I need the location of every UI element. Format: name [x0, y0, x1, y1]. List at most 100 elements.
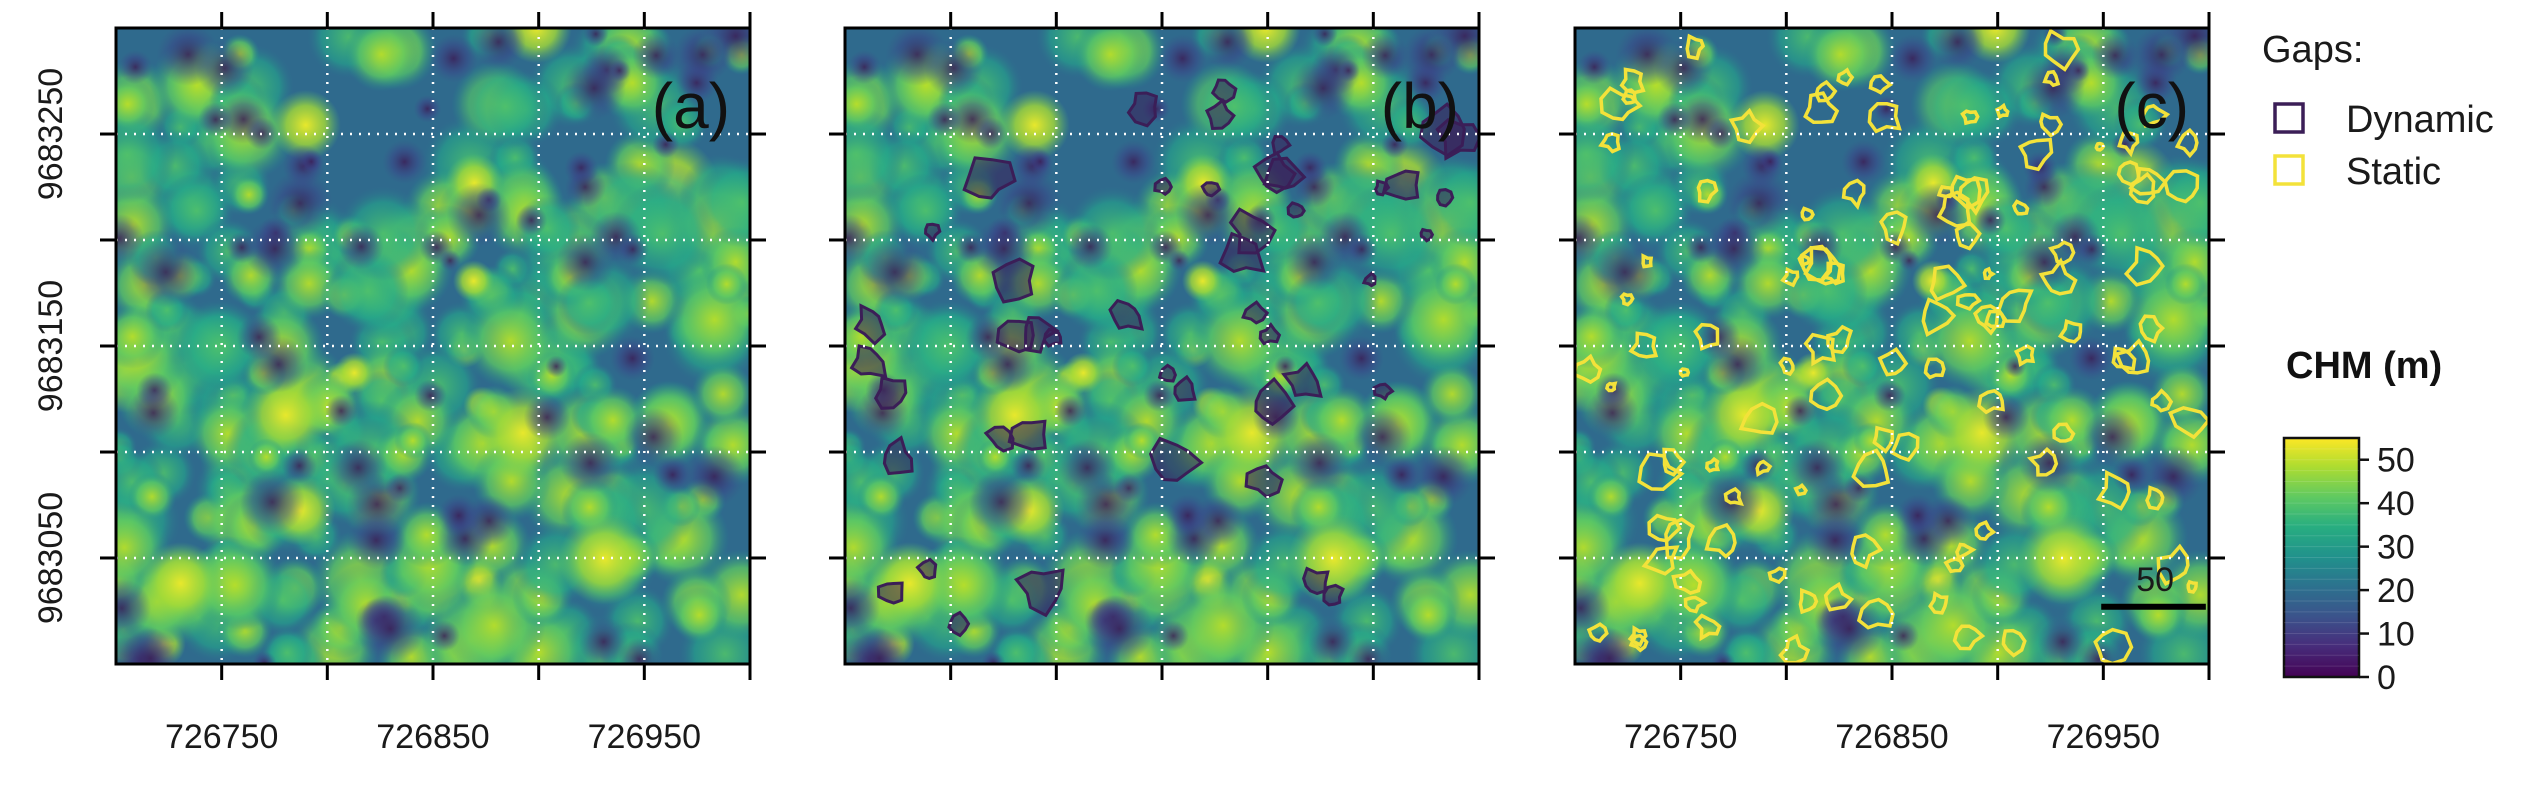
tree-crown	[1062, 352, 1104, 394]
low-canopy	[1815, 594, 1884, 663]
tree-crown	[1720, 627, 1772, 664]
dynamic-gap	[1013, 568, 1065, 618]
tree-crown	[558, 513, 651, 605]
low-canopy	[582, 28, 609, 47]
panel-label: (c)	[2114, 70, 2189, 142]
low-canopy	[1338, 335, 1385, 382]
static-gap	[1826, 324, 1854, 355]
static-gap	[1872, 425, 1895, 454]
tree-crown	[228, 174, 270, 215]
low-canopy	[1284, 232, 1344, 292]
low-canopy	[218, 94, 269, 144]
static-gap	[1793, 483, 1808, 497]
static-gap	[1955, 542, 1977, 561]
dynamic-gap	[1173, 374, 1197, 402]
low-canopy	[845, 214, 873, 263]
dynamic-gap	[1435, 117, 1479, 161]
dynamic-gap	[1228, 207, 1277, 255]
static-gap	[1685, 33, 1706, 61]
low-canopy	[1872, 94, 1901, 123]
low-canopy	[439, 249, 462, 272]
low-canopy	[1311, 28, 1338, 47]
low-canopy	[927, 102, 963, 138]
dynamic-gap	[1254, 376, 1296, 427]
low-canopy	[2018, 432, 2081, 494]
static-gap	[1647, 513, 1682, 543]
panel-ticks	[829, 12, 1495, 680]
low-canopy	[299, 149, 324, 174]
tree-crown	[261, 627, 313, 664]
dynamic-gap	[1153, 176, 1173, 197]
low-canopy	[156, 28, 220, 87]
static-gap	[1823, 581, 1855, 612]
static-gap	[1850, 533, 1884, 570]
low-canopy	[243, 217, 306, 280]
y-tick-label: 9683250	[32, 68, 70, 200]
dynamic-gap	[1042, 327, 1063, 348]
tree-crown	[670, 586, 728, 644]
low-canopy	[2132, 28, 2191, 85]
static-gap	[1923, 357, 1946, 380]
dynamic-gap	[1322, 583, 1345, 607]
static-gap	[1780, 266, 1800, 288]
low-canopy	[1412, 445, 1475, 508]
static-gap	[1619, 292, 1635, 307]
tree-crown	[139, 541, 223, 625]
low-canopy	[1168, 249, 1191, 272]
low-canopy	[471, 28, 526, 70]
colorbar-ticks: 0 10 20 30 40 50	[2359, 442, 2415, 697]
low-canopy	[236, 314, 282, 360]
dynamic-gap	[962, 156, 1017, 200]
static-gap	[1798, 587, 1819, 615]
low-canopy	[562, 56, 626, 121]
low-canopy	[652, 130, 680, 159]
low-canopy	[1192, 495, 1245, 548]
dynamic-gap	[882, 435, 914, 476]
scale-bar-label: 50	[2136, 561, 2174, 599]
x-tick-label: 726850	[1835, 718, 1948, 756]
tree-crown	[690, 361, 750, 427]
tree-crown	[462, 63, 548, 150]
low-canopy	[226, 231, 258, 264]
low-canopy	[618, 638, 661, 664]
static-gap	[1738, 401, 1779, 435]
tree-crown	[1803, 28, 1878, 92]
colorbar-tick-label: 20	[2377, 572, 2415, 610]
colorbar-title: CHM (m)	[2286, 345, 2442, 387]
colorbar-bands	[2284, 448, 2359, 667]
static-gap	[1949, 174, 1982, 211]
low-canopy	[2004, 355, 2027, 378]
low-canopy	[2037, 616, 2088, 664]
low-canopy	[382, 139, 427, 185]
low-canopy	[120, 628, 181, 664]
low-canopy	[2023, 166, 2065, 208]
static-gap	[1954, 219, 1982, 251]
static-gap	[2174, 127, 2199, 159]
static-gap	[2011, 199, 2030, 216]
static-gap	[1598, 131, 1621, 154]
static-gap	[1803, 332, 1837, 367]
static-gap	[1628, 331, 1659, 359]
dynamic-gap	[1286, 201, 1306, 219]
dynamic-gap	[1200, 181, 1222, 198]
low-canopy	[1381, 455, 1422, 495]
static-gap	[2052, 422, 2076, 443]
y-tick-label: 9683050	[32, 492, 70, 624]
panel-label: (b)	[1381, 70, 1459, 142]
dynamic-gap	[1436, 188, 1455, 208]
tree-crown	[1434, 263, 1477, 305]
static-gap	[1799, 244, 1833, 282]
colorbar-tick-label: 30	[2377, 529, 2415, 567]
panel-ticks	[1559, 12, 2225, 680]
low-canopy	[1586, 386, 1639, 440]
low-canopy	[1158, 34, 1207, 83]
low-canopy	[2021, 56, 2085, 121]
low-canopy	[1974, 204, 2007, 237]
static-gap	[2093, 627, 2134, 664]
tree-crown	[1123, 422, 1161, 460]
static-gap	[1755, 459, 1773, 478]
low-canopy	[413, 94, 442, 123]
low-canopy	[463, 495, 516, 548]
low-canopy	[616, 233, 649, 266]
